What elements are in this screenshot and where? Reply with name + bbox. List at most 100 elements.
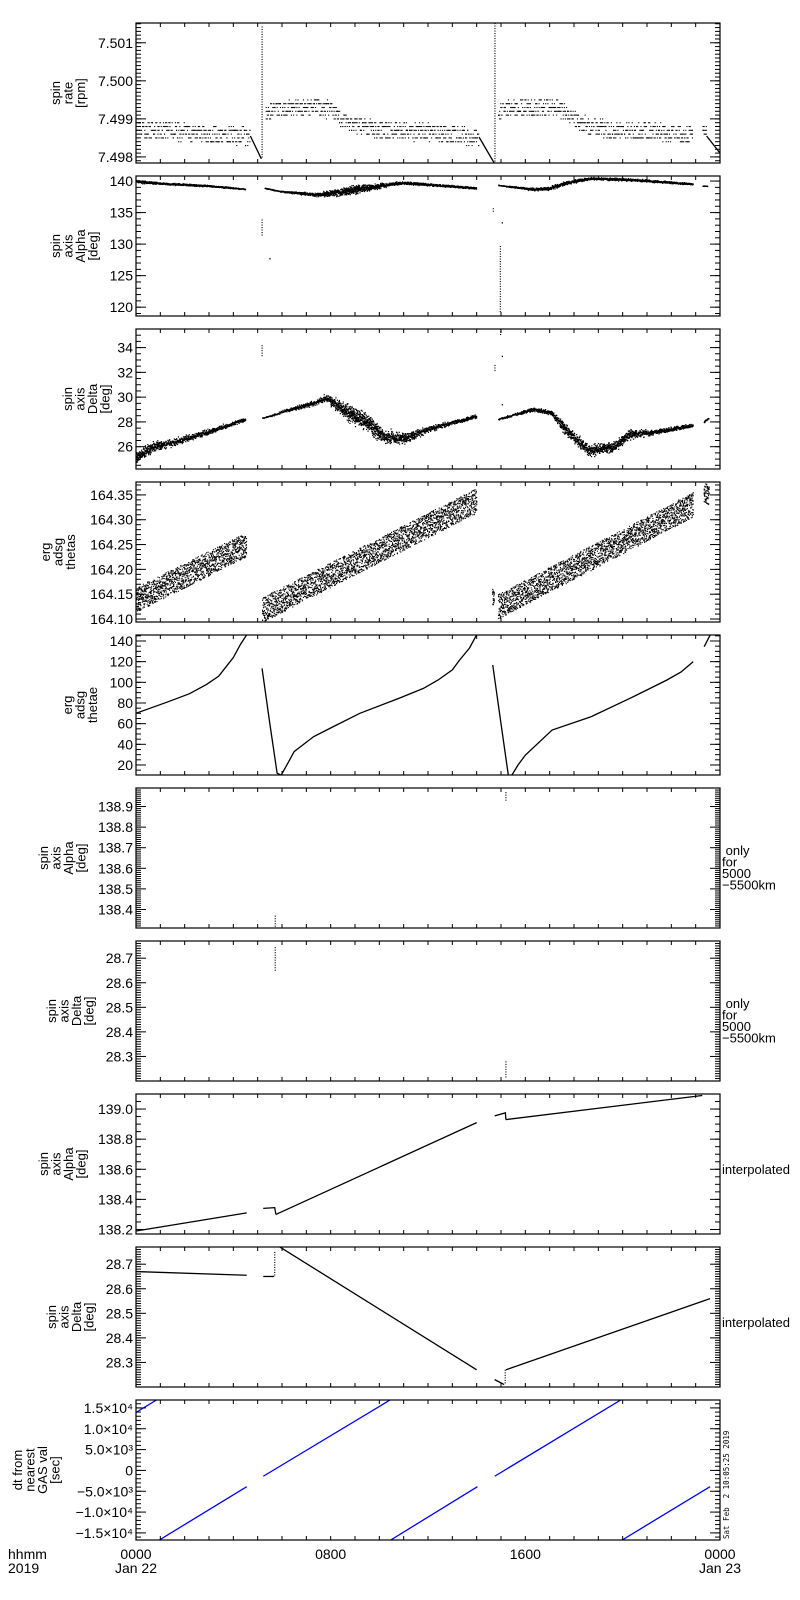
data-point <box>385 183 388 185</box>
data-point <box>166 122 168 124</box>
data-point <box>140 129 143 131</box>
data-point <box>478 145 480 147</box>
data-point <box>336 110 338 112</box>
data-point <box>295 99 297 101</box>
data-point <box>554 188 556 190</box>
data-point <box>296 114 298 116</box>
data-point <box>316 110 318 112</box>
data-point <box>664 137 666 139</box>
data-point <box>342 118 344 120</box>
data-point <box>261 156 263 158</box>
data-point <box>363 122 365 124</box>
data-point <box>494 83 496 85</box>
data-point <box>475 129 478 131</box>
data-point <box>499 261 501 263</box>
data-point <box>602 179 605 181</box>
data-point <box>271 110 273 112</box>
data-point <box>197 125 200 128</box>
data-point <box>420 129 422 131</box>
data-point <box>212 129 214 131</box>
data-point <box>568 110 570 112</box>
data-point <box>669 141 672 143</box>
data-point <box>185 185 187 187</box>
data-point <box>494 108 496 110</box>
data-point <box>248 133 250 135</box>
data-point <box>367 133 369 135</box>
data-point <box>327 191 329 193</box>
data-point <box>551 184 553 187</box>
data-point <box>261 28 263 31</box>
data-point <box>270 103 272 105</box>
data-point <box>345 122 347 124</box>
data-point <box>581 178 584 180</box>
data-point <box>687 137 689 139</box>
data-point <box>577 179 579 181</box>
data-point <box>448 129 450 131</box>
data-point <box>676 137 678 139</box>
data-point <box>348 193 351 195</box>
data-point <box>421 129 423 131</box>
data-point <box>494 93 496 95</box>
data-point <box>499 283 501 285</box>
data-point <box>167 137 169 139</box>
data-point <box>245 129 247 131</box>
data-point <box>626 122 628 124</box>
data-point <box>563 184 565 186</box>
data-point <box>560 103 562 105</box>
data-point <box>299 192 301 194</box>
data-point <box>673 125 675 128</box>
data-point <box>687 141 689 143</box>
data-point <box>171 133 173 135</box>
data-point <box>345 189 347 191</box>
data-point <box>637 125 639 128</box>
data-point <box>549 106 551 109</box>
data-point <box>527 106 529 109</box>
data-point <box>502 103 504 105</box>
data-point <box>379 137 381 139</box>
data-point <box>494 85 496 87</box>
data-point <box>367 184 370 186</box>
data-point <box>261 41 263 43</box>
data-point <box>499 268 501 270</box>
data-point <box>238 133 240 135</box>
data-point <box>575 114 577 116</box>
data-point <box>271 114 273 116</box>
data-point <box>385 125 387 128</box>
data-point <box>231 141 233 143</box>
data-point <box>494 145 496 147</box>
data-point <box>267 110 269 112</box>
data-point <box>457 125 459 128</box>
data-point <box>245 145 247 147</box>
data-point <box>570 110 572 112</box>
data-point <box>403 133 405 135</box>
data-point <box>567 118 569 120</box>
data-point <box>342 189 344 191</box>
data-point <box>314 195 316 198</box>
data-point <box>409 184 411 186</box>
data-point <box>377 133 379 135</box>
data-point <box>218 133 220 135</box>
data-point <box>390 122 392 124</box>
data-point <box>372 125 375 128</box>
data-point <box>194 129 196 131</box>
data-point <box>470 141 472 143</box>
data-point <box>636 125 638 128</box>
data-point <box>627 129 629 131</box>
data-point <box>422 122 424 124</box>
data-point <box>586 122 588 124</box>
data-point <box>450 186 452 188</box>
data-point <box>621 125 623 128</box>
data-point <box>393 129 395 131</box>
data-point <box>261 229 263 231</box>
data-point <box>556 110 558 112</box>
data-point <box>410 181 412 184</box>
data-point <box>553 110 556 112</box>
data-point <box>494 125 496 127</box>
data-point <box>432 129 434 131</box>
data-point <box>381 125 383 128</box>
data-point <box>691 137 693 139</box>
data-point <box>168 129 170 131</box>
data-point <box>163 133 166 135</box>
data-point <box>391 184 393 186</box>
data-point <box>182 129 184 131</box>
